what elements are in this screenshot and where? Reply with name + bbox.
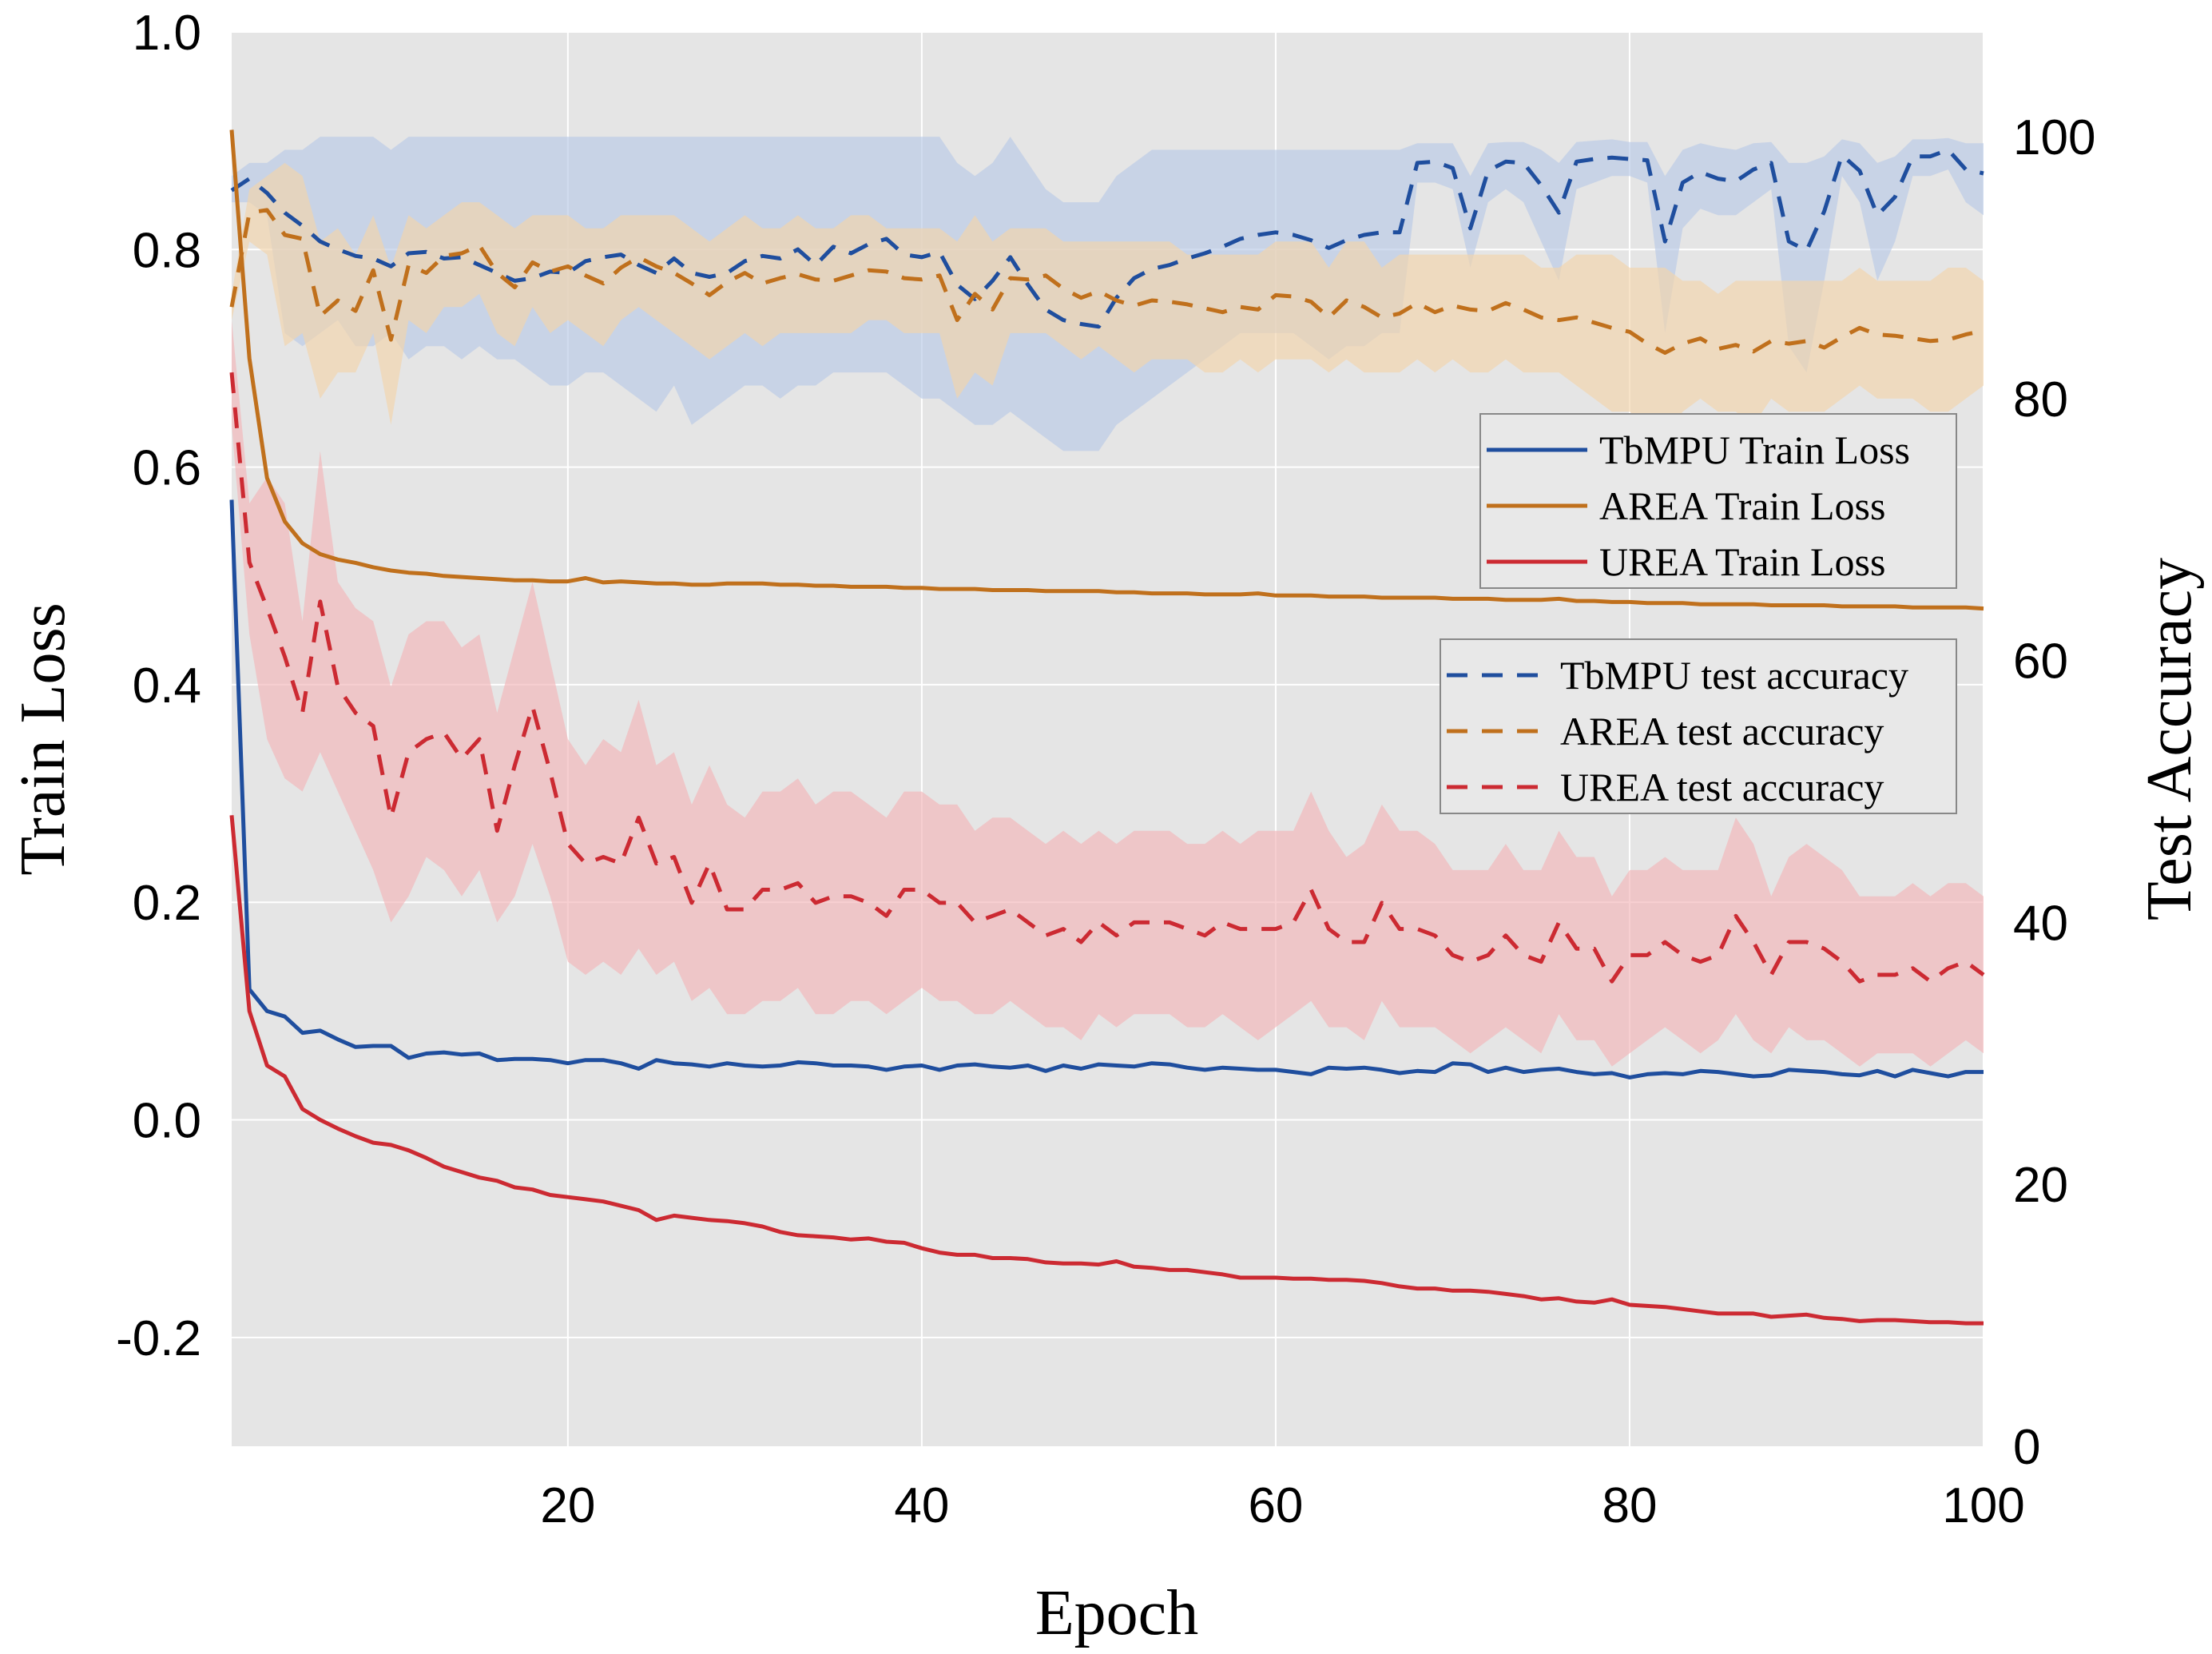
y2-tick-label: 0 (2013, 1420, 2040, 1475)
legend-train-loss: TbMPU Train Loss AREA Train Loss UREA Trai… (1479, 413, 1957, 589)
x-axis-title: Epoch (1035, 1578, 1198, 1648)
x-tick-label: 80 (1602, 1478, 1657, 1533)
x-tick-label: 100 (1942, 1478, 2024, 1533)
y2-tick-label: 20 (2013, 1158, 2068, 1213)
urea-test-accuracy-line (229, 372, 1985, 984)
y-tick-label: 0.8 (133, 223, 201, 278)
y2-tick-label: 40 (2013, 896, 2068, 951)
tick-labels: 20 40 60 80 100 -0.2 0.0 0.2 0.4 0.6 0.8 1.0 0 20 40 60… (116, 6, 2095, 1533)
area-train-loss-line (229, 129, 1984, 611)
x-tick-label: 40 (894, 1478, 949, 1533)
series-lines (229, 129, 1985, 1326)
legend-label-urea-test-accuracy: UREA test accuracy (1560, 765, 1884, 809)
tbmpu-test-accuracy-line (230, 148, 1984, 329)
y2-tick-label: 100 (2013, 110, 2095, 165)
x-tick-label: 60 (1248, 1478, 1303, 1533)
legend-label-urea-train-loss: UREA Train Loss (1599, 539, 1885, 584)
x-tick-label: 20 (540, 1478, 595, 1533)
area-test-accuracy-band (232, 162, 1984, 439)
legend-label-tbmpu-train-loss: TbMPU Train Loss (1599, 427, 1910, 472)
y2-tick-label: 60 (2013, 634, 2068, 690)
legend-train-loss-box (1479, 413, 1957, 589)
urea-test-accuracy-band (232, 320, 1984, 1067)
urea-train-loss-line (229, 815, 1984, 1326)
legend-test-accuracy-box (1440, 638, 1957, 814)
legend-label-area-test-accuracy: AREA test accuracy (1560, 709, 1884, 753)
area-test-accuracy-line (229, 208, 1984, 355)
legend-label-tbmpu-test-accuracy: TbMPU test accuracy (1560, 653, 1908, 698)
y-tick-label: 0.6 (133, 441, 201, 496)
y2-tick-label: 80 (2013, 372, 2068, 427)
y2-axis-title: Test Accuracy (2135, 558, 2205, 920)
y-tick-label: -0.2 (116, 1311, 201, 1366)
legend-label-area-train-loss: AREA Train Loss (1599, 483, 1885, 528)
y-tick-label: 0.0 (133, 1094, 201, 1149)
y-tick-label: 0.4 (133, 658, 201, 714)
y-tick-label: 1.0 (133, 6, 201, 61)
y-axis-title: Train Loss (8, 602, 78, 876)
y-tick-label: 0.2 (133, 876, 201, 931)
tbmpu-train-loss-line (229, 499, 1984, 1079)
legend-test-accuracy: TbMPU test accuracy AREA test accuracy URE… (1440, 638, 1957, 814)
